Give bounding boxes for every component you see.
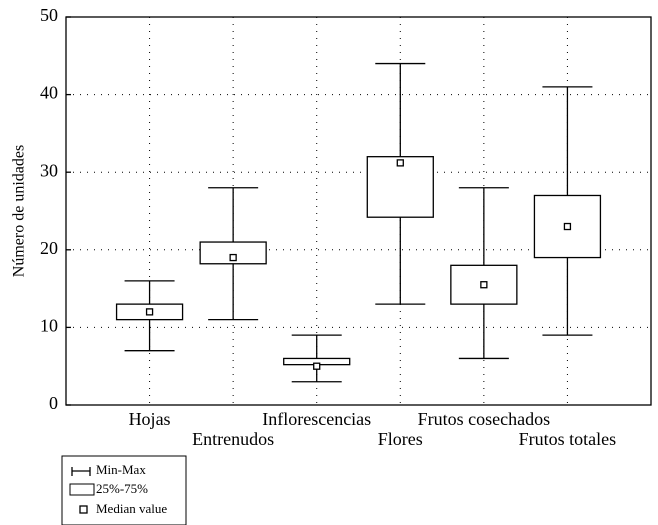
plot-frame bbox=[65, 16, 652, 406]
x-tick-label: Frutos totales bbox=[519, 429, 617, 449]
legend-label: 25%-75% bbox=[96, 481, 148, 496]
y-tick-label: 10 bbox=[40, 316, 58, 336]
legend-box-icon bbox=[69, 483, 95, 496]
y-tick-label: 20 bbox=[40, 238, 58, 258]
x-tick-label: Hojas bbox=[129, 409, 171, 429]
median bbox=[563, 222, 572, 231]
y-tick-label: 30 bbox=[40, 160, 58, 180]
median bbox=[480, 281, 488, 289]
median bbox=[396, 159, 404, 167]
y-tick-label: 0 bbox=[49, 393, 58, 413]
median bbox=[229, 253, 237, 262]
legend-label: Median value bbox=[96, 501, 167, 516]
box bbox=[366, 156, 434, 218]
median bbox=[313, 362, 321, 370]
x-tick-label: Entrenudos bbox=[192, 429, 274, 449]
x-tick-label: Flores bbox=[378, 429, 423, 449]
legend-label: Min-Max bbox=[96, 462, 146, 477]
box bbox=[199, 241, 267, 265]
legend-median-icon bbox=[79, 505, 88, 514]
y-tick-label: 50 bbox=[40, 5, 58, 25]
x-tick-label: Frutos cosechados bbox=[418, 409, 550, 429]
y-axis-label: Número de unidades bbox=[11, 145, 28, 277]
x-tick-label: Inflorescencias bbox=[262, 409, 371, 429]
median bbox=[145, 308, 154, 316]
y-tick-label: 40 bbox=[40, 83, 58, 103]
legend-whisker-icon bbox=[71, 467, 91, 476]
